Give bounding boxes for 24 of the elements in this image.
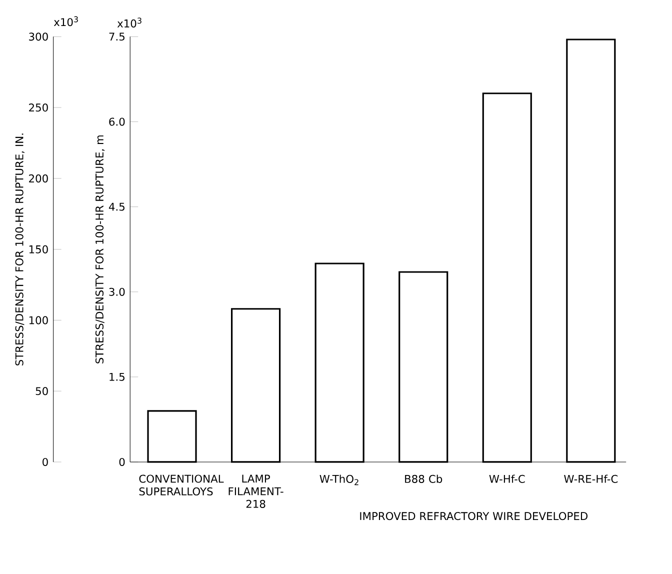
text: x10$^{3}$	[117, 18, 142, 28]
y2-tick-label: 250	[29, 104, 48, 112]
x-tick-label: LAMP FILAMENT-218	[228, 474, 284, 508]
y2-tick-label: 0	[42, 458, 48, 466]
y2-tick-label: 200	[29, 174, 48, 182]
y-axis-title: STRESS/DENSITY FOR 100-HR RUPTURE, m	[95, 135, 105, 364]
x-tick-label: W-ThO$_{2}$	[320, 474, 358, 486]
x-tick-label: W-RE-Hf-C	[564, 474, 618, 483]
y-tick-label: 6.0	[109, 118, 125, 126]
text: IMPROVED REFRACTORY WIRE DEVELOPED	[360, 512, 588, 520]
x-tick-label: W-Hf-C	[489, 474, 525, 483]
y-tick-label: 1.5	[110, 372, 124, 381]
text: x10$^{3}$	[54, 16, 78, 26]
y-tick-label: 7.5	[109, 32, 124, 41]
y-tick-label: 3.0	[109, 288, 125, 296]
y-tick-label: 0	[119, 458, 125, 466]
y2-tick-label: 300	[29, 32, 48, 41]
y-tick-label: 4.5	[108, 202, 124, 211]
y2-tick-label: 50	[36, 387, 48, 396]
y2-tick-label: 150	[29, 245, 48, 254]
y2-tick-label: 100	[29, 316, 48, 324]
y2-axis-title: STRESS/DENSITY FOR 100-HR RUPTURE, IN.	[15, 134, 24, 366]
x-tick-label: CONVENTIONAL SUPERALLOYS	[139, 474, 224, 496]
x-tick-label: B88 Cb	[405, 474, 442, 483]
